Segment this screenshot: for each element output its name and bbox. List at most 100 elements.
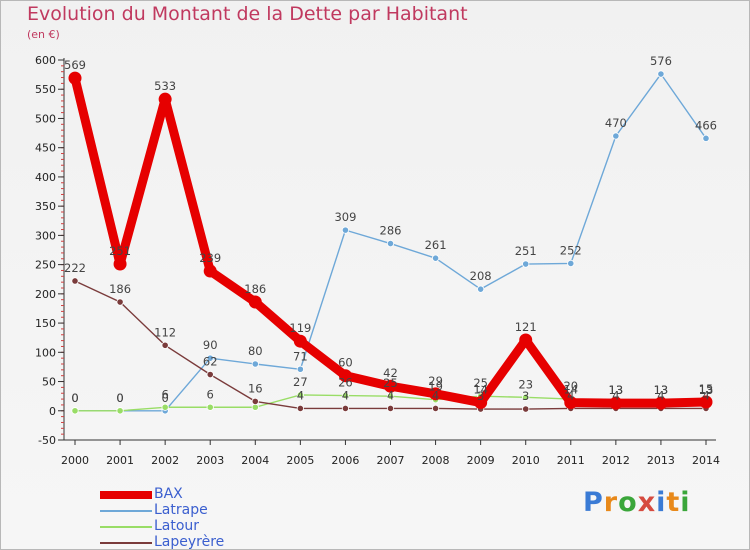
- data-point-lapeyrre: [251, 397, 259, 406]
- data-point-latrape: [477, 285, 485, 293]
- data-point-bax: [699, 395, 713, 409]
- legend-label-lapeyrre: Lapeyrère: [154, 534, 225, 550]
- data-point-bax: [384, 379, 397, 393]
- data-label-lapeyrre: 3: [477, 389, 484, 403]
- data-point-latrape: [206, 354, 214, 362]
- data-label-bax: 42: [383, 366, 398, 380]
- data-label-bax: 13: [654, 383, 669, 397]
- data-label-lapeyrre: 4: [657, 388, 664, 402]
- data-point-bax: [293, 334, 307, 348]
- y-tick-label: 50: [42, 376, 56, 389]
- data-label-latour: 25: [383, 376, 398, 390]
- data-label-bax: 186: [244, 282, 266, 296]
- legend-label-bax: BAX: [154, 486, 183, 502]
- data-label-latrape: 90: [203, 338, 218, 352]
- chart-axes: -500501001502002503003504004505005506002…: [35, 54, 720, 467]
- data-point-latrape: [612, 132, 620, 140]
- data-point-latour: [161, 403, 169, 411]
- data-point-latrape: [251, 360, 259, 368]
- x-tick-label: 2006: [331, 454, 359, 467]
- proxiti-logo: Proxiti: [583, 487, 691, 518]
- data-label-bax: 533: [154, 79, 176, 93]
- logo-letter: o: [618, 487, 638, 518]
- x-tick-label: 2004: [241, 454, 269, 467]
- data-point-latour: [522, 393, 530, 401]
- data-label-latour: 19: [428, 380, 443, 394]
- data-point-bax: [429, 387, 443, 401]
- y-tick-label: 400: [35, 171, 56, 184]
- data-point-lapeyrre: [296, 404, 304, 413]
- data-label-latrape: 0: [161, 391, 168, 405]
- data-label-lapeyrre: 3: [522, 389, 529, 403]
- data-label-latrape: 309: [334, 210, 356, 224]
- data-label-latrape: 71: [293, 349, 308, 363]
- data-label-bax: 569: [64, 58, 86, 72]
- data-point-lapeyrre: [161, 341, 169, 349]
- data-point-latrape: [522, 260, 530, 268]
- data-label-bax: 14: [563, 383, 578, 397]
- data-point-bax: [519, 333, 533, 347]
- data-point-latour: [116, 407, 124, 415]
- data-label-latrape: 286: [380, 224, 402, 238]
- data-label-lapeyrre: 62: [203, 355, 218, 369]
- data-point-bax: [654, 396, 668, 410]
- x-tick-label: 2002: [151, 454, 179, 467]
- data-label-latrape: 252: [560, 243, 582, 257]
- data-label-latour: 13: [609, 383, 624, 397]
- chart-series-layer: [68, 70, 713, 415]
- data-label-bax: 15: [699, 382, 714, 396]
- data-point-bax: [609, 396, 623, 410]
- logo-letter: i: [680, 487, 691, 518]
- data-point-latrape: [341, 226, 350, 234]
- data-point-latour: [341, 391, 350, 400]
- data-point-bax: [564, 396, 578, 410]
- data-label-latour: 23: [518, 377, 533, 391]
- data-label-latour: 13: [699, 383, 714, 397]
- data-label-lapeyrre: 4: [612, 388, 619, 402]
- data-label-latour: 6: [207, 387, 214, 401]
- data-label-latrape: 470: [605, 116, 627, 130]
- data-point-bax: [68, 71, 82, 85]
- data-point-lapeyrre: [206, 370, 214, 379]
- data-label-latrape: 208: [470, 269, 492, 283]
- x-tick-label: 2009: [467, 454, 495, 467]
- data-label-latrape: 261: [425, 238, 447, 252]
- x-tick-label: 2001: [106, 454, 134, 467]
- logo-letter: i: [656, 487, 667, 518]
- data-point-bax: [338, 369, 352, 383]
- data-label-latour: 0: [116, 391, 123, 405]
- data-label-latrape: 0: [71, 391, 78, 405]
- data-label-lapeyrre: 4: [567, 388, 574, 402]
- data-label-lapeyrre: 222: [64, 261, 86, 275]
- x-tick-label: 2013: [647, 454, 675, 467]
- data-point-latrape: [431, 254, 440, 262]
- y-tick-label: 150: [35, 317, 56, 330]
- data-point-bax: [113, 257, 127, 271]
- logo-letter: x: [637, 487, 657, 518]
- x-tick-label: 2007: [377, 454, 405, 467]
- data-point-latour: [71, 407, 79, 415]
- data-label-latour: 13: [654, 383, 669, 397]
- y-tick-label: 500: [35, 112, 56, 125]
- data-point-latrape: [702, 134, 710, 142]
- data-point-lapeyrre: [431, 404, 440, 413]
- data-label-lapeyrre: 186: [109, 282, 131, 296]
- x-tick-label: 2012: [602, 454, 630, 467]
- x-tick-label: 2010: [512, 454, 540, 467]
- data-label-lapeyrre: 4: [342, 388, 349, 402]
- legend-swatch-latrape: [100, 510, 152, 512]
- y-tick-label: 200: [35, 288, 56, 301]
- data-label-latrape: 576: [650, 54, 672, 68]
- logo-letter: t: [666, 487, 681, 518]
- x-tick-label: 2014: [692, 454, 720, 467]
- data-label-latour: 26: [338, 376, 353, 390]
- data-label-latour: 27: [293, 375, 308, 389]
- data-point-bax: [248, 295, 262, 309]
- data-point-latour: [206, 403, 214, 411]
- x-tick-label: 2000: [61, 454, 89, 467]
- page-title: Evolution du Montant de la Dette par Hab…: [27, 3, 468, 25]
- data-label-bax: 14: [473, 383, 488, 397]
- data-point-lapeyrre: [386, 404, 395, 413]
- data-label-latour: 25: [473, 376, 488, 390]
